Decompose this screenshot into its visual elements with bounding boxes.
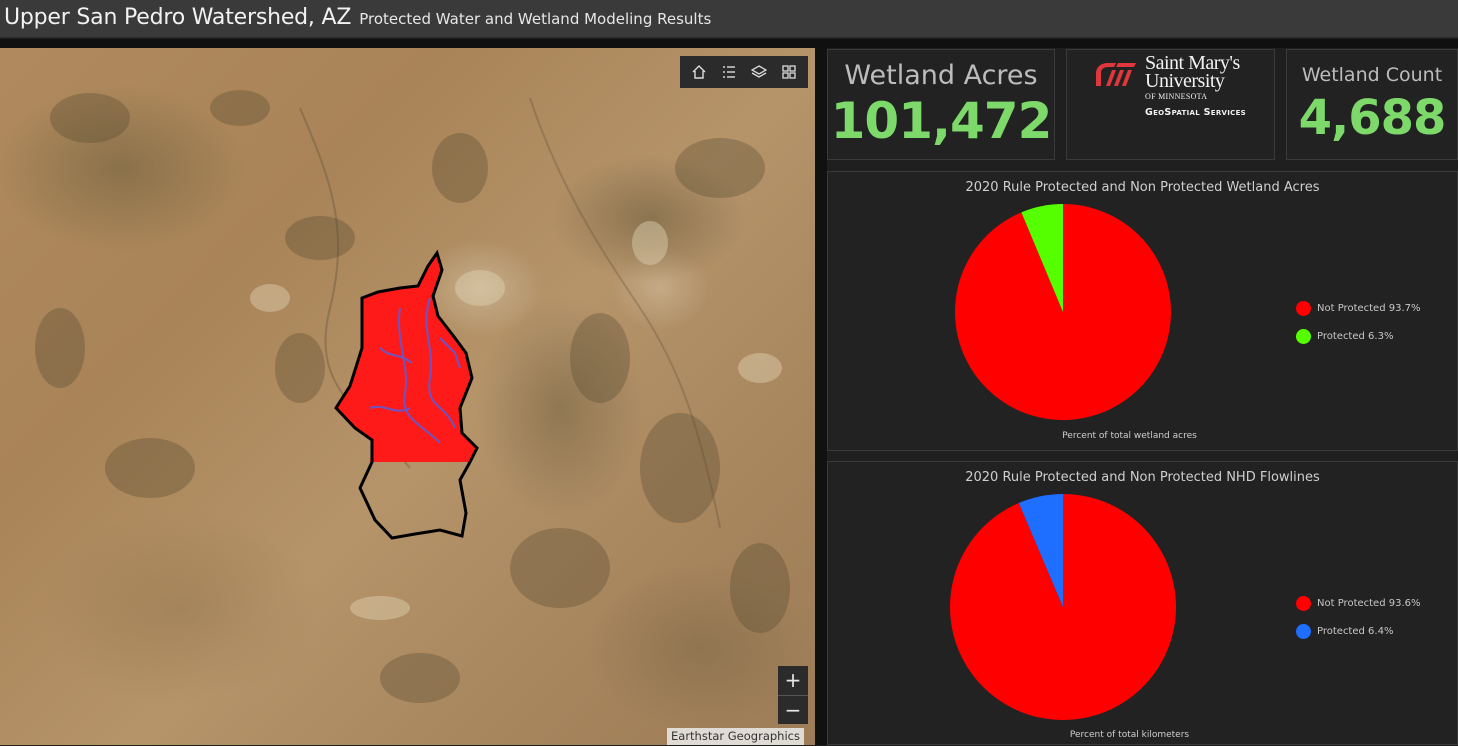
- page-subtitle: Protected Water and Wetland Modeling Res…: [359, 10, 712, 28]
- logo-line-3: OF MINNESOTA: [1145, 92, 1208, 101]
- satellite-basemap: [35, 90, 790, 703]
- watershed-boundary-outline: [334, 249, 479, 540]
- legend-label: Not Protected: [1317, 597, 1386, 609]
- wetland-acres-label: Wetland Acres: [844, 60, 1038, 91]
- legend-label: Protected: [1317, 330, 1365, 342]
- wetland-count-label: Wetland Count: [1301, 64, 1443, 86]
- chart-title: 2020 Rule Protected and Non Protected NH…: [965, 470, 1320, 485]
- header-divider: [0, 39, 1458, 48]
- chart-legend: Not Protected 93.7% Protected 6.3%: [1296, 300, 1421, 356]
- legend-item-protected[interactable]: Protected 6.4%: [1296, 623, 1421, 639]
- basemap-gallery-button[interactable]: [776, 59, 802, 85]
- legend-value: 93.6%: [1388, 597, 1421, 609]
- legend-item-not-protected[interactable]: Not Protected 93.7%: [1296, 300, 1421, 316]
- wetland-acres-indicator: Wetland Acres 101,472: [827, 49, 1055, 160]
- home-button[interactable]: [686, 59, 712, 85]
- legend-item-not-protected[interactable]: Not Protected 93.6%: [1296, 595, 1421, 611]
- wetland-count-value: 4,688: [1298, 90, 1447, 146]
- legend-value: 6.4%: [1368, 625, 1394, 637]
- logo-line-1: Saint Mary's: [1145, 52, 1240, 74]
- map-view[interactable]: + − Earthstar Geographics: [0, 48, 815, 745]
- legend-label: Protected: [1317, 625, 1365, 637]
- logo-title: Saint Mary's University: [1145, 52, 1240, 92]
- wetland-acres-value: 101,472: [830, 92, 1053, 150]
- legend-button[interactable]: [716, 59, 742, 85]
- legend-label: Not Protected: [1317, 302, 1386, 314]
- app-header: Upper San Pedro Watershed, AZ Protected …: [0, 0, 1458, 38]
- zoom-control: + −: [778, 666, 808, 724]
- chart-footer: Percent of total wetland acres: [1062, 431, 1197, 441]
- chart-footer: Percent of total kilometers: [1069, 730, 1190, 740]
- university-logo-icon: [1096, 63, 1136, 86]
- home-icon: [692, 65, 706, 79]
- legend-swatch: [1296, 623, 1311, 639]
- watershed-layer[interactable]: [0, 48, 815, 745]
- legend-swatch: [1296, 328, 1311, 344]
- basemap-gallery-icon: [782, 65, 796, 79]
- pie-slice-protected[interactable]: [1021, 204, 1063, 312]
- wetland-acres-chart: 2020 Rule Protected and Non Protected We…: [827, 171, 1458, 451]
- pie-chart[interactable]: [828, 462, 1458, 746]
- legend-value: 6.3%: [1368, 330, 1394, 342]
- wetland-count-indicator: Wetland Count 4,688: [1286, 49, 1458, 160]
- map-toolbar: [680, 56, 808, 88]
- legend-icon: [723, 66, 735, 78]
- zoom-in-button[interactable]: +: [784, 668, 802, 693]
- legend-value: 93.7%: [1388, 302, 1421, 314]
- layers-icon: [751, 65, 767, 78]
- chart-title: 2020 Rule Protected and Non Protected We…: [965, 180, 1320, 195]
- university-logo-panel: Saint Mary's University OF MINNESOTA Geo…: [1066, 49, 1275, 160]
- legend-swatch: [1296, 300, 1311, 316]
- map-attribution[interactable]: Earthstar Geographics: [667, 728, 804, 745]
- panel-divider: [815, 48, 827, 745]
- pie-slice-protected[interactable]: [1018, 494, 1063, 607]
- page-title: Upper San Pedro Watershed, AZ: [4, 5, 352, 30]
- nhd-flowlines-chart: 2020 Rule Protected and Non Protected NH…: [827, 461, 1458, 745]
- logo-line-4: GeoSpatial Services: [1145, 107, 1246, 118]
- zoom-out-button[interactable]: −: [778, 694, 808, 725]
- layers-button[interactable]: [746, 59, 772, 85]
- legend-item-protected[interactable]: Protected 6.3%: [1296, 328, 1421, 344]
- chart-legend: Not Protected 93.6% Protected 6.4%: [1296, 595, 1421, 651]
- flowlines: [369, 297, 461, 444]
- legend-swatch: [1296, 595, 1311, 611]
- logo-line-2: University: [1145, 70, 1225, 92]
- pie-chart[interactable]: [828, 172, 1458, 452]
